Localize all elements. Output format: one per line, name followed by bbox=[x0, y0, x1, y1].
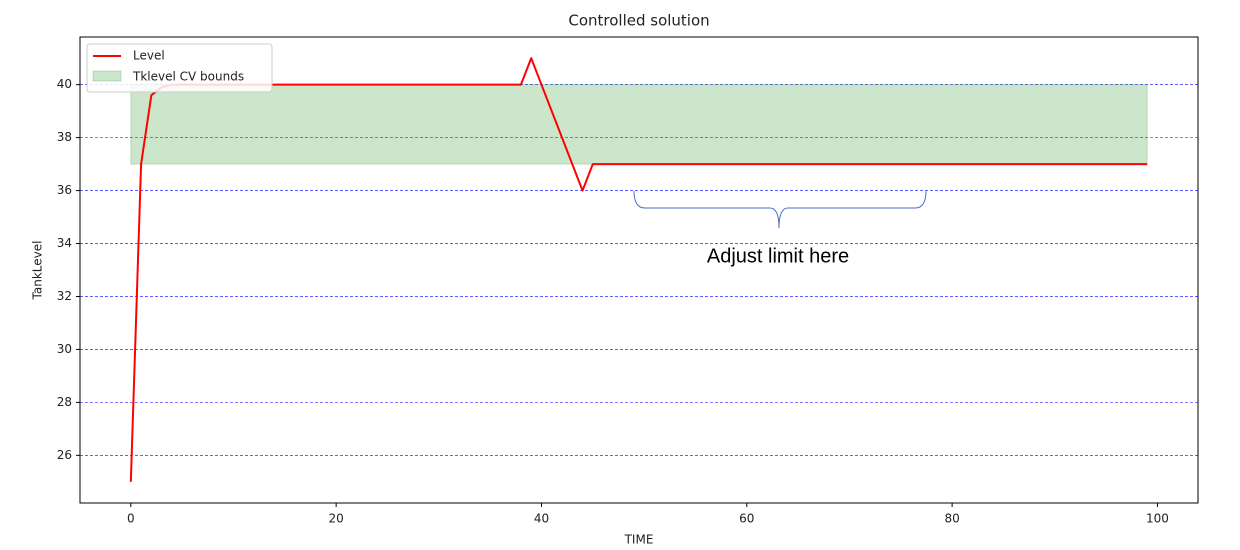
y-tick-label: 36 bbox=[57, 183, 72, 197]
legend: Level Tklevel CV bounds bbox=[86, 43, 273, 93]
y-tick-label: 26 bbox=[57, 448, 72, 462]
axes-frame bbox=[79, 36, 1199, 504]
legend-swatch bbox=[92, 70, 122, 82]
x-tick-label: 100 bbox=[1146, 512, 1169, 526]
x-tick-label: 60 bbox=[739, 512, 754, 526]
x-tick-label: 40 bbox=[534, 512, 549, 526]
bounds-band bbox=[130, 84, 1148, 165]
annotation: Adjust limit here bbox=[707, 245, 849, 267]
x-tick-label: 20 bbox=[329, 512, 344, 526]
x-axis-label: TIME bbox=[624, 533, 654, 547]
y-axis-label: TankLevel bbox=[31, 241, 45, 301]
plot-area: 26 28 30 32 34 36 38 40 0 20 40 60 80 100 bbox=[57, 57, 1198, 526]
x-tick-label: 0 bbox=[127, 512, 135, 526]
chart-title: Controlled solution bbox=[568, 12, 709, 30]
y-tick-label: 30 bbox=[57, 342, 72, 356]
brace bbox=[633, 190, 927, 229]
y-tick-label: 28 bbox=[57, 395, 72, 409]
y-tick-label: 32 bbox=[57, 289, 72, 303]
x-tick-label: 80 bbox=[944, 512, 959, 526]
legend-label: Level bbox=[133, 49, 165, 63]
y-tick-label: 38 bbox=[57, 130, 72, 144]
y-tick-label: 34 bbox=[57, 236, 72, 250]
legend-label: Tklevel CV bounds bbox=[132, 70, 244, 84]
y-tick-label: 40 bbox=[57, 77, 72, 91]
legend-box bbox=[86, 43, 273, 93]
line-series bbox=[129, 57, 1148, 482]
